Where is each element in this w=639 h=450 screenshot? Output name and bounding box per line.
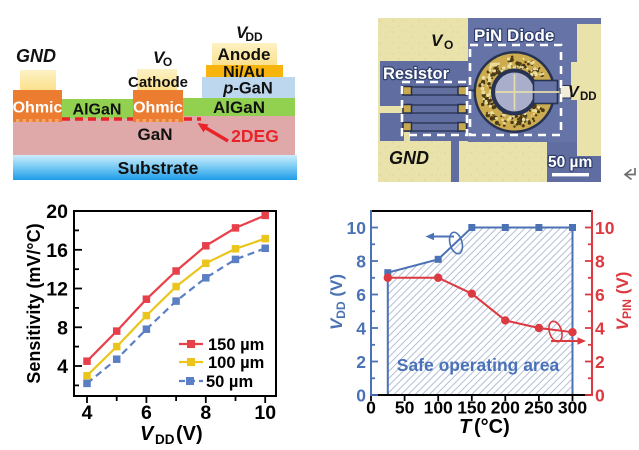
svg-text:8: 8 (356, 251, 366, 271)
svg-text:10: 10 (595, 218, 615, 238)
svg-text:8: 8 (57, 317, 68, 339)
svg-text:8: 8 (200, 402, 211, 424)
svg-text:(V): (V) (176, 423, 203, 445)
svg-text:10: 10 (347, 218, 367, 238)
svg-text:O: O (444, 38, 453, 52)
svg-text:V: V (236, 23, 249, 42)
svg-text:V: V (431, 31, 444, 50)
svg-text:6: 6 (595, 285, 605, 305)
svg-text:250: 250 (524, 398, 553, 418)
svg-text:Ni/Au: Ni/Au (223, 64, 265, 81)
svg-text:0: 0 (366, 398, 376, 418)
svg-text:Substrate: Substrate (118, 158, 199, 178)
svg-text:300: 300 (558, 398, 587, 418)
svg-text:V: V (153, 48, 166, 67)
svg-text:T: T (459, 416, 473, 438)
svg-text:20: 20 (46, 201, 68, 223)
svg-text:150: 150 (457, 398, 486, 418)
svg-text:Ohmic: Ohmic (133, 100, 183, 117)
svg-text:Safe operating area: Safe operating area (397, 355, 560, 375)
svg-text:4: 4 (57, 356, 68, 378)
svg-text:50: 50 (395, 398, 415, 418)
svg-text:50 µm: 50 µm (206, 373, 253, 391)
svg-text:6: 6 (356, 285, 366, 305)
svg-text:8: 8 (595, 251, 605, 271)
svg-text:(°C): (°C) (474, 416, 510, 438)
svg-text:4: 4 (595, 318, 605, 338)
svg-text:GaN: GaN (138, 125, 173, 144)
svg-text:100 µm: 100 µm (208, 354, 264, 372)
svg-text:p-GaN: p-GaN (222, 80, 273, 98)
svg-text:50 µm: 50 µm (548, 154, 592, 171)
svg-text:2: 2 (356, 352, 366, 372)
svg-text:V: V (140, 423, 155, 445)
svg-text:0: 0 (356, 385, 366, 405)
svg-text:AlGaN: AlGaN (213, 98, 265, 117)
svg-text:200: 200 (491, 398, 520, 418)
svg-text:V: V (568, 84, 580, 101)
svg-text:16: 16 (46, 240, 68, 262)
svg-text:GND: GND (16, 46, 56, 66)
svg-text:O: O (163, 55, 172, 69)
svg-text:2: 2 (595, 352, 605, 372)
svg-text:GND: GND (389, 148, 429, 168)
svg-text:6: 6 (141, 402, 152, 424)
svg-text:2DEG: 2DEG (231, 126, 279, 146)
svg-text:4: 4 (82, 402, 93, 424)
svg-text:DD: DD (155, 432, 175, 447)
svg-text:4: 4 (356, 318, 366, 338)
svg-text:DD: DD (580, 91, 597, 103)
svg-text:Resistor: Resistor (383, 65, 450, 83)
svg-text:DD: DD (245, 30, 263, 44)
svg-text:Cathode: Cathode (128, 74, 188, 91)
svg-text:Ohmic: Ohmic (13, 100, 63, 117)
svg-text:VDD (V): VDD (V) (327, 274, 348, 330)
svg-text:PiN Diode: PiN Diode (474, 26, 554, 45)
svg-text:10: 10 (254, 402, 276, 424)
svg-text:AlGaN: AlGaN (73, 102, 122, 119)
svg-text:100: 100 (424, 398, 453, 418)
svg-text:12: 12 (46, 279, 68, 301)
svg-text:Anode: Anode (218, 45, 271, 64)
svg-text:VPIN (V): VPIN (V) (613, 272, 634, 331)
svg-text:150 µm: 150 µm (208, 336, 264, 354)
svg-text:Sensitivity (mV/°C): Sensitivity (mV/°C) (24, 223, 44, 383)
svg-text:0: 0 (595, 385, 605, 405)
